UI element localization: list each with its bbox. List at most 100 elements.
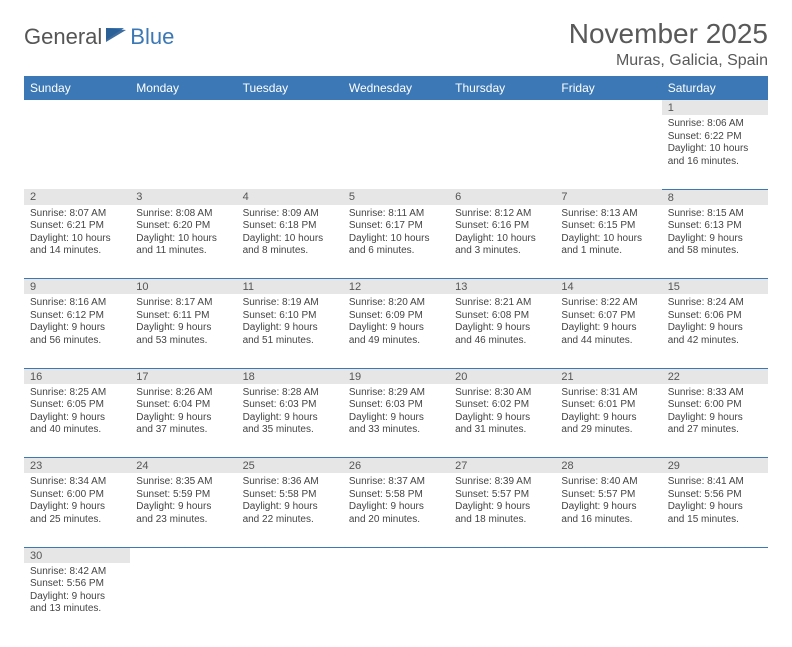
daylight-line: Daylight: 9 hours and 18 minutes. xyxy=(455,501,549,526)
calendar-day-cell: Sunrise: 8:07 AMSunset: 6:21 PMDaylight:… xyxy=(24,205,130,279)
day-number-cell xyxy=(237,100,343,115)
calendar-day-cell: Sunrise: 8:09 AMSunset: 6:18 PMDaylight:… xyxy=(237,205,343,279)
calendar-day-cell: Sunrise: 8:39 AMSunset: 5:57 PMDaylight:… xyxy=(449,473,555,547)
calendar-day-cell xyxy=(130,115,236,189)
day-number-cell: 23 xyxy=(24,458,130,474)
daylight-line: Daylight: 9 hours and 46 minutes. xyxy=(455,322,549,347)
sunrise-line: Sunrise: 8:20 AM xyxy=(349,297,443,310)
sunset-line: Sunset: 5:57 PM xyxy=(561,489,655,502)
calendar-week-row: Sunrise: 8:25 AMSunset: 6:05 PMDaylight:… xyxy=(24,384,768,458)
daylight-line: Daylight: 10 hours and 11 minutes. xyxy=(136,233,230,258)
day-number-cell xyxy=(130,100,236,115)
sunrise-line: Sunrise: 8:28 AM xyxy=(243,387,337,400)
sunset-line: Sunset: 6:00 PM xyxy=(668,399,762,412)
calendar-day-cell xyxy=(555,115,661,189)
sunrise-line: Sunrise: 8:33 AM xyxy=(668,387,762,400)
daylight-line: Daylight: 10 hours and 16 minutes. xyxy=(668,143,762,168)
day-number-cell xyxy=(449,547,555,563)
sunset-line: Sunset: 5:56 PM xyxy=(668,489,762,502)
daylight-line: Daylight: 9 hours and 56 minutes. xyxy=(30,322,124,347)
daylight-line: Daylight: 9 hours and 37 minutes. xyxy=(136,412,230,437)
calendar-day-cell: Sunrise: 8:41 AMSunset: 5:56 PMDaylight:… xyxy=(662,473,768,547)
daylight-line: Daylight: 9 hours and 51 minutes. xyxy=(243,322,337,347)
daynum-row: 2345678 xyxy=(24,189,768,205)
day-number-cell xyxy=(237,547,343,563)
calendar-day-cell: Sunrise: 8:15 AMSunset: 6:13 PMDaylight:… xyxy=(662,205,768,279)
weekday-saturday: Saturday xyxy=(662,76,768,100)
calendar-day-cell xyxy=(449,115,555,189)
header: General Blue November 2025 Muras, Galici… xyxy=(24,18,768,70)
sunset-line: Sunset: 6:08 PM xyxy=(455,310,549,323)
daylight-line: Daylight: 9 hours and 44 minutes. xyxy=(561,322,655,347)
sunrise-line: Sunrise: 8:40 AM xyxy=(561,476,655,489)
sunset-line: Sunset: 6:04 PM xyxy=(136,399,230,412)
daynum-row: 30 xyxy=(24,547,768,563)
sunrise-line: Sunrise: 8:29 AM xyxy=(349,387,443,400)
daylight-line: Daylight: 10 hours and 6 minutes. xyxy=(349,233,443,258)
weekday-wednesday: Wednesday xyxy=(343,76,449,100)
daylight-line: Daylight: 9 hours and 35 minutes. xyxy=(243,412,337,437)
calendar-day-cell: Sunrise: 8:16 AMSunset: 6:12 PMDaylight:… xyxy=(24,294,130,368)
day-number-cell: 25 xyxy=(237,458,343,474)
day-number-cell: 1 xyxy=(662,100,768,115)
sunset-line: Sunset: 6:07 PM xyxy=(561,310,655,323)
day-number-cell: 3 xyxy=(130,189,236,205)
sunrise-line: Sunrise: 8:17 AM xyxy=(136,297,230,310)
daylight-line: Daylight: 9 hours and 23 minutes. xyxy=(136,501,230,526)
daylight-line: Daylight: 9 hours and 15 minutes. xyxy=(668,501,762,526)
sunrise-line: Sunrise: 8:24 AM xyxy=(668,297,762,310)
calendar-day-cell: Sunrise: 8:22 AMSunset: 6:07 PMDaylight:… xyxy=(555,294,661,368)
daylight-line: Daylight: 9 hours and 22 minutes. xyxy=(243,501,337,526)
weekday-sunday: Sunday xyxy=(24,76,130,100)
calendar-day-cell xyxy=(237,115,343,189)
sunrise-line: Sunrise: 8:16 AM xyxy=(30,297,124,310)
day-number-cell: 5 xyxy=(343,189,449,205)
daylight-line: Daylight: 9 hours and 33 minutes. xyxy=(349,412,443,437)
daynum-row: 23242526272829 xyxy=(24,458,768,474)
sunset-line: Sunset: 6:22 PM xyxy=(668,131,762,144)
calendar-day-cell: Sunrise: 8:42 AMSunset: 5:56 PMDaylight:… xyxy=(24,563,130,637)
day-number-cell xyxy=(449,100,555,115)
sunset-line: Sunset: 6:12 PM xyxy=(30,310,124,323)
calendar-day-cell: Sunrise: 8:25 AMSunset: 6:05 PMDaylight:… xyxy=(24,384,130,458)
calendar-day-cell xyxy=(449,563,555,637)
calendar-day-cell: Sunrise: 8:29 AMSunset: 6:03 PMDaylight:… xyxy=(343,384,449,458)
calendar-day-cell: Sunrise: 8:34 AMSunset: 6:00 PMDaylight:… xyxy=(24,473,130,547)
daylight-line: Daylight: 9 hours and 20 minutes. xyxy=(349,501,443,526)
calendar-week-row: Sunrise: 8:16 AMSunset: 6:12 PMDaylight:… xyxy=(24,294,768,368)
sunrise-line: Sunrise: 8:09 AM xyxy=(243,208,337,221)
daynum-row: 16171819202122 xyxy=(24,368,768,384)
calendar-day-cell: Sunrise: 8:28 AMSunset: 6:03 PMDaylight:… xyxy=(237,384,343,458)
calendar-day-cell xyxy=(662,563,768,637)
calendar-day-cell: Sunrise: 8:17 AMSunset: 6:11 PMDaylight:… xyxy=(130,294,236,368)
sunset-line: Sunset: 6:15 PM xyxy=(561,220,655,233)
sunset-line: Sunset: 6:02 PM xyxy=(455,399,549,412)
sunrise-line: Sunrise: 8:25 AM xyxy=(30,387,124,400)
day-number-cell: 26 xyxy=(343,458,449,474)
sunset-line: Sunset: 6:21 PM xyxy=(30,220,124,233)
calendar-table: Sunday Monday Tuesday Wednesday Thursday… xyxy=(24,76,768,637)
sunrise-line: Sunrise: 8:31 AM xyxy=(561,387,655,400)
sunset-line: Sunset: 6:16 PM xyxy=(455,220,549,233)
sunrise-line: Sunrise: 8:30 AM xyxy=(455,387,549,400)
logo-flag-icon xyxy=(102,24,130,50)
calendar-day-cell xyxy=(555,563,661,637)
calendar-day-cell: Sunrise: 8:12 AMSunset: 6:16 PMDaylight:… xyxy=(449,205,555,279)
day-number-cell: 8 xyxy=(662,189,768,205)
sunset-line: Sunset: 6:03 PM xyxy=(243,399,337,412)
weekday-thursday: Thursday xyxy=(449,76,555,100)
weekday-friday: Friday xyxy=(555,76,661,100)
calendar-day-cell: Sunrise: 8:36 AMSunset: 5:58 PMDaylight:… xyxy=(237,473,343,547)
sunset-line: Sunset: 6:10 PM xyxy=(243,310,337,323)
sunrise-line: Sunrise: 8:07 AM xyxy=(30,208,124,221)
daylight-line: Daylight: 9 hours and 49 minutes. xyxy=(349,322,443,347)
sunset-line: Sunset: 6:17 PM xyxy=(349,220,443,233)
calendar-day-cell: Sunrise: 8:19 AMSunset: 6:10 PMDaylight:… xyxy=(237,294,343,368)
sunrise-line: Sunrise: 8:19 AM xyxy=(243,297,337,310)
daylight-line: Daylight: 9 hours and 42 minutes. xyxy=(668,322,762,347)
day-number-cell: 13 xyxy=(449,279,555,295)
calendar-day-cell: Sunrise: 8:35 AMSunset: 5:59 PMDaylight:… xyxy=(130,473,236,547)
day-number-cell: 21 xyxy=(555,368,661,384)
logo: General Blue xyxy=(24,18,174,50)
day-number-cell: 2 xyxy=(24,189,130,205)
